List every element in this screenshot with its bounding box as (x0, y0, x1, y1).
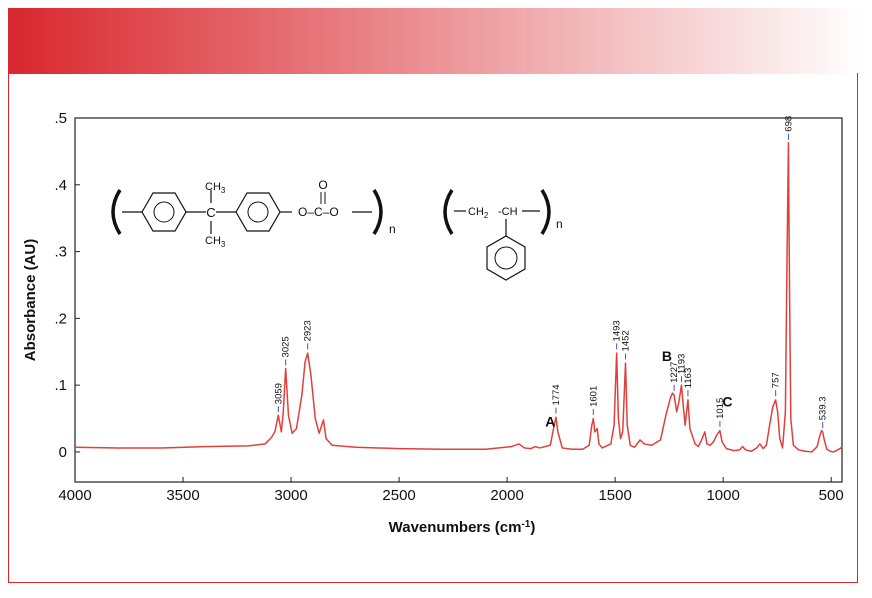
benzene-ring-ps (486, 235, 526, 281)
peak-label-757: 757 (771, 372, 782, 388)
x-tick-label-2500: 2500 (382, 487, 415, 504)
peak-label-1163: 1163 (683, 368, 694, 388)
ch-group: -CH (498, 206, 518, 218)
y-tick-label-0: 0 (59, 444, 67, 461)
y-tick-label-.3: .3 (54, 244, 67, 261)
x-tick-label-500: 500 (819, 487, 844, 504)
repeat-index-n-2: n (556, 217, 563, 231)
repeat-index-n-1: n (389, 222, 396, 236)
annotation-letter-B: B (662, 348, 672, 364)
carbonate-chain: O–C–O (298, 205, 339, 219)
left-parenthesis (111, 189, 122, 235)
x-tick-label-1500: 1500 (598, 487, 631, 504)
tick-labels: 4000 3500 3000 2500 2000 1500 1000 500 0 .1 .2 .3 .4… (54, 110, 843, 504)
peak-label-1015: 1015 (715, 398, 726, 419)
methyl-top: CH3 (205, 181, 226, 195)
axes (74, 117, 843, 483)
y-tick-label-.2: .2 (54, 310, 67, 327)
right-parenthesis (372, 189, 383, 235)
peak-label-1601: 1601 (588, 386, 599, 407)
tick-marks (74, 117, 832, 482)
annotation-letter-C: C (722, 394, 732, 410)
header-gradient-banner (8, 8, 864, 74)
left-parenthesis-ps (443, 189, 454, 235)
x-tick-label-1000: 1000 (706, 487, 739, 504)
x-tick-label-3000: 3000 (274, 487, 307, 504)
peak-label-1227: 1227 (669, 362, 680, 383)
figure-frame (8, 73, 858, 583)
carbonyl-oxygen: O (318, 178, 327, 192)
quaternary-carbon: C (206, 205, 215, 220)
peak-label-2923: 2923 (303, 320, 314, 341)
ch2-group: CH2 (468, 206, 489, 220)
y-axis-title: Absorbance (AU) (22, 239, 39, 362)
polycarbonate-structure: C CH3 CH3 O–C–O O n (111, 178, 396, 249)
y-tick-label-.1: .1 (54, 377, 67, 394)
benzene-ring-left (141, 192, 187, 232)
x-axis-title: Wavenumbers (cm-1) (389, 519, 536, 537)
peak-label-3059: 3059 (273, 383, 284, 404)
peak-label-1193: 1193 (676, 354, 687, 374)
y-tick-label-.4: .4 (54, 177, 67, 194)
peak-label-1493: 1493 (612, 320, 623, 341)
peak-label-1774: 1774 (551, 384, 562, 405)
y-tick-label-.5: .5 (54, 110, 67, 127)
plot-area-border (74, 117, 843, 483)
spectrum-line (74, 141, 843, 453)
peak-label-3025: 3025 (281, 336, 292, 357)
peak-label-698: 698 (783, 116, 794, 132)
right-parenthesis-ps (540, 189, 551, 235)
peak-label-1452: 1452 (621, 330, 632, 351)
x-tick-label-2000: 2000 (490, 487, 523, 504)
letter-annotations: A B C (545, 348, 732, 429)
annotation-letter-A: A (545, 414, 555, 430)
polystyrene-structure: CH2 -CH n (443, 189, 563, 281)
benzene-ring-right (235, 192, 281, 232)
methyl-bottom: CH3 (205, 235, 226, 249)
peak-label-539.3: 539.3 (818, 396, 829, 420)
x-tick-label-4000: 4000 (58, 487, 91, 504)
x-tick-label-3500: 3500 (166, 487, 199, 504)
